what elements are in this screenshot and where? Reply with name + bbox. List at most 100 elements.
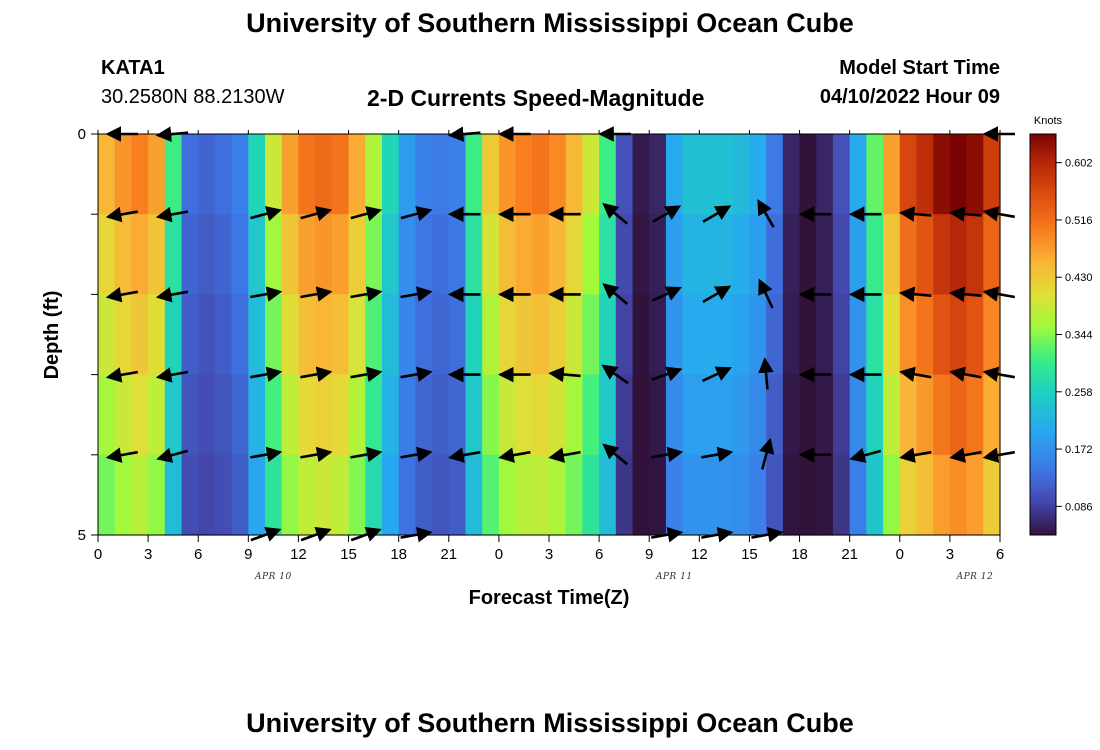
x-tick-label: 21 xyxy=(841,546,858,563)
heat-cell xyxy=(565,294,583,376)
heat-cell xyxy=(649,214,667,295)
heat-cell xyxy=(315,454,333,536)
heat-cell xyxy=(716,134,734,215)
current-arrow xyxy=(105,287,139,303)
heat-cell xyxy=(482,134,500,215)
heat-cell xyxy=(949,134,968,215)
current-arrow xyxy=(650,446,684,463)
heat-cell xyxy=(281,454,300,536)
current-arrow xyxy=(400,286,433,302)
heat-cell xyxy=(749,374,767,456)
heat-cell xyxy=(298,374,316,456)
heat-cell xyxy=(131,134,149,215)
heat-cell xyxy=(799,214,817,295)
heat-cell xyxy=(398,134,416,215)
heat-cell xyxy=(582,454,600,536)
current-arrow xyxy=(250,446,283,463)
heat-cell xyxy=(515,454,533,536)
colorbar-tick-label: 0.258 xyxy=(1065,387,1093,399)
heat-cell xyxy=(766,454,784,536)
heat-cell xyxy=(131,454,149,536)
heat-cell xyxy=(883,294,901,376)
heat-cell xyxy=(949,374,968,456)
current-arrow xyxy=(350,286,383,302)
current-arrow xyxy=(602,283,629,305)
heat-cell xyxy=(749,134,767,215)
heat-cell xyxy=(799,374,817,456)
heat-cell xyxy=(599,454,617,536)
heat-cell xyxy=(315,294,333,376)
current-arrow xyxy=(155,287,189,303)
heat-cell xyxy=(665,454,684,536)
current-arrow xyxy=(300,286,333,302)
current-arrow xyxy=(155,206,189,223)
heat-cell xyxy=(381,454,400,536)
heat-cell xyxy=(398,294,416,376)
heat-cell xyxy=(432,134,450,215)
current-arrow xyxy=(250,286,283,302)
heat-cell xyxy=(949,454,968,536)
heat-cell xyxy=(716,294,734,376)
station-id: KATA1 xyxy=(101,57,165,79)
heat-cell xyxy=(599,214,617,295)
heat-cell xyxy=(949,214,968,295)
heat-cell xyxy=(315,374,333,456)
heat-cell xyxy=(231,214,249,295)
heat-cell xyxy=(983,374,1001,456)
station-coords: 30.2580N 88.2130W xyxy=(101,86,285,108)
heat-cell xyxy=(766,214,784,295)
heat-cell xyxy=(665,374,684,456)
heat-cell xyxy=(365,374,383,456)
heat-cell xyxy=(331,374,350,456)
heat-cell xyxy=(181,454,199,536)
heat-cell xyxy=(432,374,450,456)
current-arrow xyxy=(759,437,775,470)
heat-cell xyxy=(515,294,533,376)
heat-cell xyxy=(966,214,984,295)
heat-cell xyxy=(933,214,951,295)
x-axis-label: Forecast Time(Z) xyxy=(469,587,630,609)
heat-cell xyxy=(966,134,984,215)
current-arrow xyxy=(702,205,732,223)
x-tick-label: 0 xyxy=(896,546,904,563)
date-label: APR 11 xyxy=(655,572,693,582)
heat-cell xyxy=(214,214,233,295)
x-tick-label: 18 xyxy=(791,546,808,563)
current-arrow xyxy=(949,366,982,382)
heat-cell xyxy=(231,134,249,215)
heat-cell xyxy=(665,134,684,215)
heat-cell xyxy=(883,374,901,456)
heat-cell xyxy=(498,374,517,456)
heat-cell xyxy=(398,214,416,295)
current-arrow xyxy=(300,446,333,463)
heat-cell xyxy=(365,214,383,295)
heat-cell xyxy=(98,374,116,456)
current-arrow xyxy=(949,206,982,222)
heat-cell xyxy=(615,454,634,536)
heat-cell xyxy=(599,294,617,376)
heat-cell xyxy=(832,294,851,376)
heat-cell xyxy=(899,374,918,456)
y-tick-label: 5 xyxy=(78,527,86,544)
heat-cell xyxy=(899,134,918,215)
colorbar-label: Knots xyxy=(1034,115,1063,127)
heat-cell xyxy=(866,294,884,376)
x-axis: 0 3 6 9 12 15 18 21 0 3 6 9 12 15 18 21 0 3 6 APR 10 APR 11 A… xyxy=(94,130,1004,582)
current-arrow xyxy=(548,366,581,383)
heat-cell xyxy=(983,134,1001,215)
heat-cell xyxy=(298,134,316,215)
heat-cell xyxy=(181,374,199,456)
heat-cell xyxy=(599,134,617,215)
heat-cell xyxy=(415,134,433,215)
current-arrow xyxy=(757,198,775,228)
heat-cell xyxy=(281,374,300,456)
heat-cell xyxy=(465,374,483,456)
heat-cell xyxy=(682,134,700,215)
heat-cell xyxy=(699,374,717,456)
heat-cell xyxy=(248,134,266,215)
heat-cell xyxy=(248,454,266,536)
heat-cell xyxy=(281,294,300,376)
heat-cell xyxy=(381,374,400,456)
heat-cell xyxy=(866,214,884,295)
x-tick-label: 18 xyxy=(390,546,407,563)
